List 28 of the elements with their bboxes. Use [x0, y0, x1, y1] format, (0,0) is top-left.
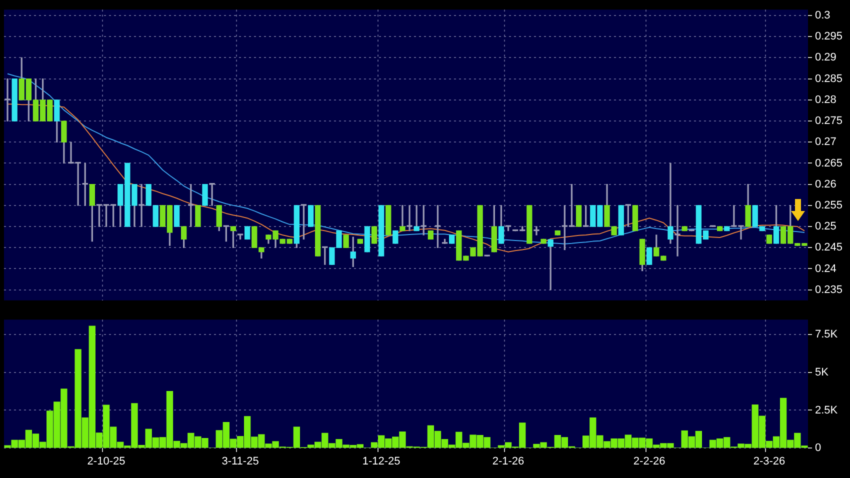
- y-tick-label: 7.5K: [815, 328, 838, 341]
- y-tick-label: 0: [815, 442, 822, 454]
- y-tick-label: 0.295: [815, 30, 843, 43]
- y-tick-label: 0.27: [815, 136, 836, 148]
- x-tick-label: 3-11-25: [222, 456, 259, 468]
- x-tick-label: 2-3-26: [753, 456, 786, 468]
- candlestick: [674, 205, 680, 256]
- y-tick-label: 5K: [815, 366, 830, 378]
- x-tick-label: 2-2-26: [633, 456, 666, 468]
- y-tick-label: 0.285: [815, 72, 843, 85]
- y-tick-label: 0.26: [815, 178, 836, 190]
- y-tick-label: 0.275: [815, 115, 843, 128]
- candlestick: [4, 78, 10, 122]
- y-tick-label: 0.3: [815, 10, 830, 22]
- y-tick-label: 0.24: [815, 262, 836, 275]
- x-tick-label: 2-1-26: [492, 456, 524, 468]
- y-tick-label: 0.245: [815, 242, 843, 254]
- candlestick: [138, 184, 144, 227]
- y-tick-label: 2.5K: [815, 404, 838, 416]
- y-tick-label: 0.235: [815, 284, 843, 296]
- x-tick-label: 2-10-25: [87, 456, 126, 468]
- y-tick-label: 0.265: [815, 157, 843, 170]
- x-tick-label: 1-12-25: [362, 456, 400, 468]
- candlestick: [406, 205, 412, 232]
- y-tick-label: 0.28: [815, 94, 836, 106]
- y-tick-label: 0.29: [815, 52, 836, 64]
- y-tick-label: 0.255: [815, 199, 843, 212]
- y-tick-label: 0.25: [815, 220, 836, 233]
